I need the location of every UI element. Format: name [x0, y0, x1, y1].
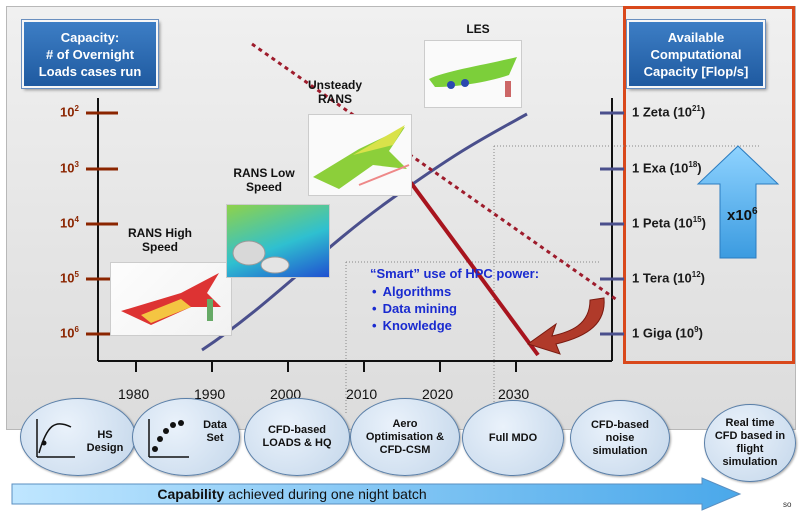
bubble-data-set-label: Data Set	[203, 419, 227, 444]
x-tick-2020: 2020	[422, 386, 454, 402]
capacity-title-line2: # of Overnight	[45, 47, 135, 62]
capacity-title-line3: Loads cases run	[38, 64, 142, 79]
y-tick-1e2: 102	[60, 104, 79, 120]
bubble-hs-design: HS Design	[20, 398, 136, 476]
bubble-cfd-loads: CFD-based LOADS & HQ	[244, 398, 350, 476]
smart-use-block: “Smart” use of HPC power: Algorithms Dat…	[370, 266, 590, 334]
x-tick-2030: 2030	[498, 386, 530, 402]
x-tick-2010: 2010	[346, 386, 378, 402]
bubble-aero-optimisation: Aero Optimisation & CFD-CSM	[350, 398, 460, 476]
data-set-points-icon	[148, 419, 189, 458]
hs-design-curve-icon	[36, 419, 75, 458]
available-title-line3: Capacity [Flop/s]	[643, 64, 749, 79]
capability-bar: Capability achieved during one night bat…	[12, 482, 742, 506]
smart-item-knowledge: Knowledge	[383, 317, 590, 334]
capability-arrow	[11, 477, 742, 511]
available-title-line2: Computational	[650, 47, 742, 62]
bubble-hs-design-label: HS Design	[86, 429, 124, 454]
label-les: LES	[466, 22, 490, 36]
overnight-capacity-trend-dotted	[251, 42, 618, 302]
aircraft-rans-low-image	[226, 204, 330, 278]
available-capacity-frame	[623, 6, 795, 364]
y-tick-1e3: 103	[60, 160, 79, 176]
smart-use-list: Algorithms Data mining Knowledge	[370, 283, 590, 334]
label-unsteady-rans: Unsteady RANS	[307, 78, 363, 106]
label-rans-low-speed: RANS Low Speed	[233, 166, 295, 194]
bubble-full-mdo-label: Full MDO	[488, 431, 538, 444]
aircraft-les-image	[424, 40, 522, 108]
smart-item-algorithms: Algorithms	[383, 283, 590, 300]
aircraft-unsteady-rans-image	[308, 114, 412, 196]
bubble-full-mdo: Full MDO	[462, 400, 564, 476]
available-title-line1: Available	[667, 30, 725, 45]
x10-6-up-arrow	[696, 145, 780, 259]
smart-item-data-mining: Data mining	[383, 300, 590, 317]
bubble-data-set: Data Set	[132, 398, 240, 476]
capacity-title-line1: Capacity:	[60, 30, 120, 45]
aircraft-rans-high-image	[110, 262, 232, 336]
r-tick-tera: 1 Tera (1012)	[632, 270, 705, 286]
available-capacity-box: Available Computational Capacity [Flop/s…	[627, 20, 765, 88]
x-tick-1980: 1980	[118, 386, 150, 402]
r-tick-giga: 1 Giga (109)	[632, 325, 703, 341]
bubble-cfd-loads-label: CFD-based LOADS & HQ	[262, 424, 332, 449]
r-tick-peta: 1 Peta (1015)	[632, 215, 706, 231]
computational-capacity-curve	[201, 112, 528, 352]
smart-use-title: “Smart” use of HPC power:	[370, 266, 540, 281]
bubble-realtime-cfd-label: Real time CFD based in flight simulation	[714, 417, 786, 468]
capability-text: Capability achieved during one night bat…	[157, 486, 427, 502]
y-tick-1e4: 104	[60, 215, 79, 231]
r-tick-exa: 1 Exa (1018)	[632, 160, 702, 176]
capacity-title-box: Capacity: # of Overnight Loads cases run	[22, 20, 158, 88]
r-tick-zeta: 1 Zeta (1021)	[632, 104, 706, 120]
y-tick-1e5: 105	[60, 270, 79, 286]
factor-label: x106	[727, 206, 758, 224]
bubble-noise-simulation: CFD-based noise simulation	[570, 400, 670, 476]
bubble-noise-simulation-label: CFD-based noise simulation	[590, 418, 650, 457]
y-tick-1e6: 106	[60, 325, 79, 341]
bubble-realtime-cfd: Real time CFD based in flight simulation	[704, 404, 796, 482]
bubble-aero-optimisation-label: Aero Optimisation & CFD-CSM	[365, 417, 445, 456]
source-fragment: so	[783, 500, 792, 509]
label-rans-high-speed: RANS High Speed	[128, 226, 192, 254]
x-tick-1990: 1990	[194, 386, 226, 402]
